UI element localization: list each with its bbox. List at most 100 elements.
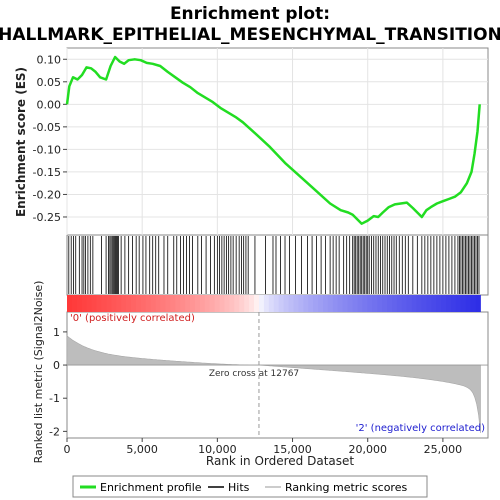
es-y-tick-label: -0.10 bbox=[33, 143, 61, 156]
colorbar-segment bbox=[367, 295, 373, 312]
colorbar-segment bbox=[372, 295, 378, 312]
colorbar-segment bbox=[347, 295, 353, 312]
colorbar-segment bbox=[460, 295, 467, 312]
colorbar-segment bbox=[357, 295, 363, 312]
colorbar-segment bbox=[194, 295, 201, 312]
colorbar-segment bbox=[150, 295, 157, 312]
colorbar-segment bbox=[155, 295, 161, 312]
colorbar-segment bbox=[101, 295, 107, 312]
colorbar-segment bbox=[303, 295, 309, 312]
ranking-metric-area bbox=[66, 335, 481, 434]
colorbar-segment bbox=[67, 295, 73, 312]
colorbar-segment bbox=[145, 295, 152, 312]
colorbar-segment bbox=[234, 295, 240, 312]
metric-y-tick-label: 1 bbox=[53, 326, 60, 339]
colorbar-segment bbox=[431, 295, 437, 312]
colorbar-segment bbox=[436, 295, 442, 312]
metric-y-tick-label: -2 bbox=[49, 425, 60, 438]
legend-box bbox=[72, 475, 428, 498]
colorbar-segment bbox=[175, 295, 181, 312]
x-tick-label: 10,000 bbox=[198, 443, 237, 456]
colorbar-segment bbox=[71, 295, 78, 312]
colorbar-segment bbox=[180, 295, 186, 312]
colorbar-segment bbox=[170, 295, 176, 312]
colorbar-segment bbox=[199, 295, 206, 312]
colorbar-segment bbox=[91, 295, 97, 312]
colorbar-segment bbox=[229, 295, 235, 312]
es-y-tick-label: 0.05 bbox=[37, 76, 62, 89]
negative-correlation-label: '2' (negatively correlated) bbox=[356, 423, 485, 434]
colorbar-segment bbox=[185, 295, 191, 312]
colorbar-segment bbox=[352, 295, 358, 312]
es-y-tick-label: -0.25 bbox=[33, 211, 61, 224]
hits-panel-frame bbox=[66, 234, 489, 296]
es-gridlines bbox=[66, 48, 488, 235]
legend-label-hits: Hits bbox=[228, 481, 250, 494]
colorbar-segment bbox=[386, 295, 393, 312]
colorbar-segment bbox=[298, 295, 304, 312]
colorbar-segment bbox=[106, 295, 112, 312]
es-y-tick-label: -0.05 bbox=[33, 121, 61, 134]
colorbar-segment bbox=[160, 295, 166, 312]
x-tick-label: 0 bbox=[64, 443, 71, 456]
colorbar-segment bbox=[244, 295, 250, 312]
colorbar-segment bbox=[190, 295, 196, 312]
colorbar-segment bbox=[337, 295, 344, 312]
metric-group: 1 0 -1 -2 bbox=[49, 312, 488, 438]
colorbar-segment bbox=[135, 295, 142, 312]
colorbar-segment bbox=[411, 295, 417, 312]
colorbar-segment bbox=[377, 295, 383, 312]
colorbar-segment bbox=[165, 295, 171, 312]
colorbar-segment bbox=[96, 295, 102, 312]
colorbar-segment bbox=[273, 295, 280, 312]
colorbar-segment bbox=[140, 295, 147, 312]
colorbar-segment bbox=[416, 295, 422, 312]
chart-title-line2: HALLMARK_EPITHELIAL_MESENCHYMAL_TRANSITI… bbox=[0, 25, 500, 45]
colorbar-segment bbox=[130, 295, 137, 312]
es-panel-frame bbox=[66, 47, 489, 236]
colorbar-segment bbox=[268, 295, 275, 312]
colorbar-segment bbox=[214, 295, 220, 312]
colorbar-segment bbox=[308, 295, 314, 312]
hits-group bbox=[68, 236, 480, 294]
rank-colorbar bbox=[67, 295, 481, 312]
x-tick-label: 15,000 bbox=[273, 443, 312, 456]
colorbar-segment bbox=[382, 295, 388, 312]
colorbar-segment bbox=[126, 295, 132, 312]
colorbar-segment bbox=[254, 295, 260, 312]
es-y-axis: 0.10 0.05 0.00 -0.05 -0.10 -0.15 -0.20 -0.25 bbox=[33, 53, 67, 224]
colorbar-segment bbox=[111, 295, 117, 312]
colorbar-segment bbox=[470, 295, 476, 312]
es-y-tick-label: 0.00 bbox=[37, 98, 62, 111]
colorbar-segment bbox=[465, 295, 472, 312]
x-tick-label: 20,000 bbox=[348, 443, 387, 456]
enrichment-profile-line bbox=[65, 55, 481, 225]
colorbar-segment bbox=[224, 295, 230, 312]
colorbar-segment bbox=[396, 295, 403, 312]
zero-cross-label: Zero cross at 12767 bbox=[209, 369, 299, 379]
chart-title-line1: Enrichment plot: bbox=[170, 4, 330, 24]
colorbar-segment bbox=[421, 295, 427, 312]
colorbar-segment bbox=[239, 295, 245, 312]
es-y-tick-label: -0.20 bbox=[33, 188, 61, 201]
colorbar-segment bbox=[249, 295, 255, 312]
colorbar-segment bbox=[362, 295, 368, 312]
enrichment-profile-group bbox=[65, 55, 481, 225]
es-y-tick-label: -0.15 bbox=[33, 166, 61, 179]
colorbar-segment bbox=[318, 295, 324, 312]
colorbar-segment bbox=[204, 295, 211, 312]
x-tick-label: 5,000 bbox=[126, 443, 158, 456]
x-axis: 0 5,000 10,000 15,000 20,000 25,000 bbox=[64, 438, 462, 456]
colorbar-segment bbox=[455, 295, 462, 312]
colorbar-segment bbox=[76, 295, 83, 312]
colorbar-segment bbox=[342, 295, 348, 312]
es-y-axis-label: Enrichment score (ES) bbox=[14, 67, 28, 217]
colorbar-segment bbox=[283, 295, 289, 312]
metric-y-axis-label: Ranked list metric (Signal2Noise) bbox=[32, 281, 45, 464]
metric-y-tick-label: -1 bbox=[49, 392, 60, 405]
colorbar-segment bbox=[219, 295, 225, 312]
colorbar-segment bbox=[263, 295, 270, 312]
colorbar-segment bbox=[209, 295, 216, 312]
colorbar-segment bbox=[121, 295, 127, 312]
colorbar-segment bbox=[293, 295, 299, 312]
